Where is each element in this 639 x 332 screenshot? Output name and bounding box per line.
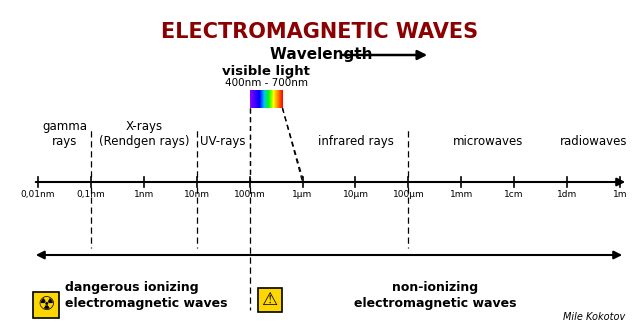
FancyBboxPatch shape — [33, 292, 59, 318]
Text: 1μm: 1μm — [293, 190, 312, 199]
Text: X-rays
(Rendgen rays): X-rays (Rendgen rays) — [98, 120, 189, 148]
FancyBboxPatch shape — [258, 288, 282, 312]
Text: Mile Kokotov: Mile Kokotov — [563, 312, 625, 322]
Text: 10μm: 10μm — [343, 190, 369, 199]
Text: radiowaves: radiowaves — [560, 135, 627, 148]
Text: 400nm - 700nm: 400nm - 700nm — [224, 78, 307, 88]
Text: infrared rays: infrared rays — [318, 135, 394, 148]
Text: UV-rays: UV-rays — [201, 135, 246, 148]
Text: 100μm: 100μm — [392, 190, 424, 199]
Text: 1m: 1m — [613, 190, 627, 199]
Text: ☢: ☢ — [37, 295, 55, 314]
Text: 1dm: 1dm — [557, 190, 577, 199]
Text: dangerous ionizing: dangerous ionizing — [65, 282, 199, 294]
Text: 1nm: 1nm — [134, 190, 154, 199]
Text: ⚠: ⚠ — [261, 291, 278, 309]
Text: 0,1nm: 0,1nm — [77, 190, 105, 199]
Text: Wavelength: Wavelength — [270, 47, 383, 62]
Text: electromagnetic waves: electromagnetic waves — [353, 297, 516, 310]
Text: 100nm: 100nm — [234, 190, 266, 199]
Text: 1cm: 1cm — [504, 190, 524, 199]
Text: ELECTROMAGNETIC WAVES: ELECTROMAGNETIC WAVES — [161, 22, 478, 42]
Text: non-ionizing: non-ionizing — [392, 282, 478, 294]
Text: 1mm: 1mm — [450, 190, 473, 199]
Text: 10nm: 10nm — [184, 190, 210, 199]
Text: electromagnetic waves: electromagnetic waves — [65, 297, 227, 310]
Text: visible light: visible light — [222, 65, 310, 78]
Text: microwaves: microwaves — [452, 135, 523, 148]
Text: 0,01nm: 0,01nm — [20, 190, 55, 199]
Text: gamma
rays: gamma rays — [42, 120, 87, 148]
